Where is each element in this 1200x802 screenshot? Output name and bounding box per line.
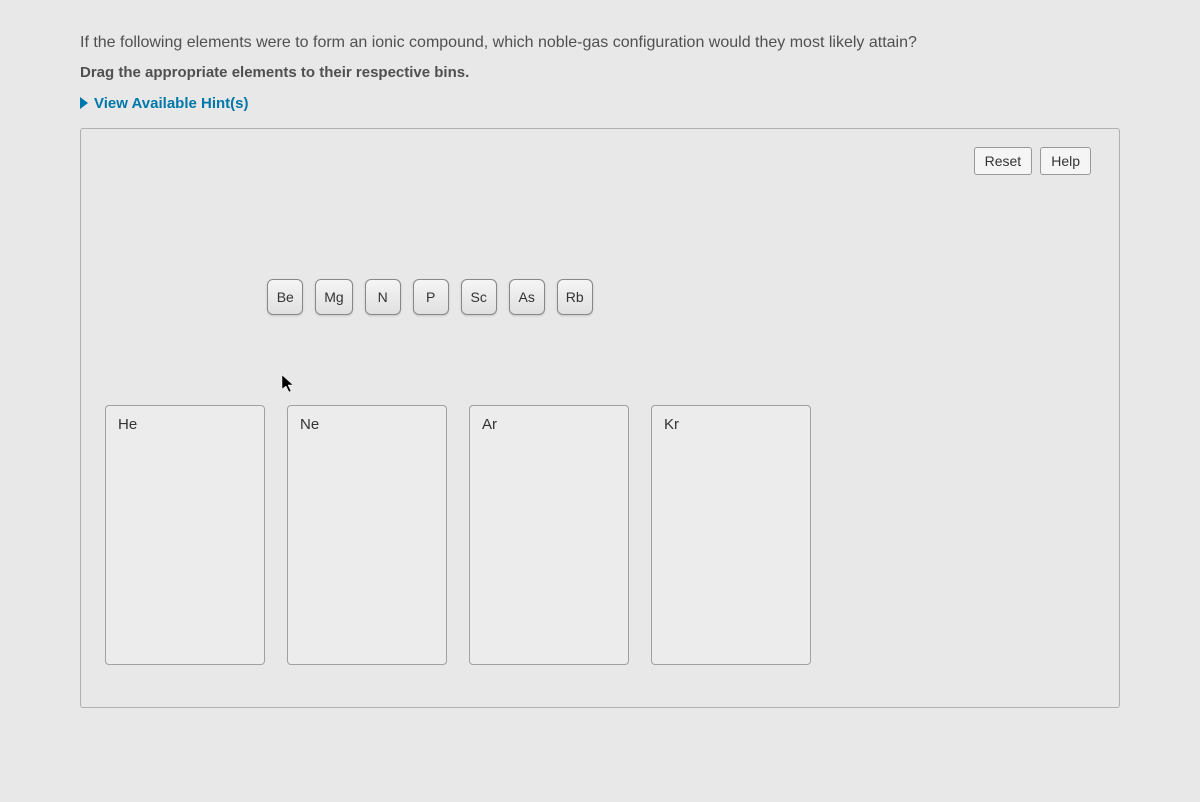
element-tile-be[interactable]: Be (267, 279, 303, 315)
triangle-right-icon (80, 97, 88, 109)
bin-label: Ne (300, 416, 434, 433)
element-tile-as[interactable]: As (509, 279, 545, 315)
help-button[interactable]: Help (1040, 147, 1091, 175)
bin-label: He (118, 416, 252, 433)
bin-ne[interactable]: Ne (287, 405, 447, 665)
tiles-row: Be Mg N P Sc As Rb (205, 279, 655, 315)
question-instruction: Drag the appropriate elements to their r… (80, 64, 1120, 81)
element-tile-rb[interactable]: Rb (557, 279, 593, 315)
cursor-icon (281, 374, 297, 399)
bin-label: Ar (482, 416, 616, 433)
hints-label: View Available Hint(s) (94, 95, 249, 112)
element-tile-n[interactable]: N (365, 279, 401, 315)
bin-kr[interactable]: Kr (651, 405, 811, 665)
element-tile-mg[interactable]: Mg (315, 279, 352, 315)
bin-he[interactable]: He (105, 405, 265, 665)
drag-drop-workspace: Reset Help Be Mg N P Sc As Rb He Ne Ar K… (80, 128, 1120, 708)
element-tile-p[interactable]: P (413, 279, 449, 315)
element-tile-sc[interactable]: Sc (461, 279, 497, 315)
reset-button[interactable]: Reset (974, 147, 1033, 175)
bin-ar[interactable]: Ar (469, 405, 629, 665)
question-prompt: If the following elements were to form a… (80, 30, 1120, 56)
view-hints-link[interactable]: View Available Hint(s) (80, 95, 249, 112)
bins-row: He Ne Ar Kr (105, 405, 1095, 665)
bin-label: Kr (664, 416, 798, 433)
workspace-buttons: Reset Help (974, 147, 1091, 175)
